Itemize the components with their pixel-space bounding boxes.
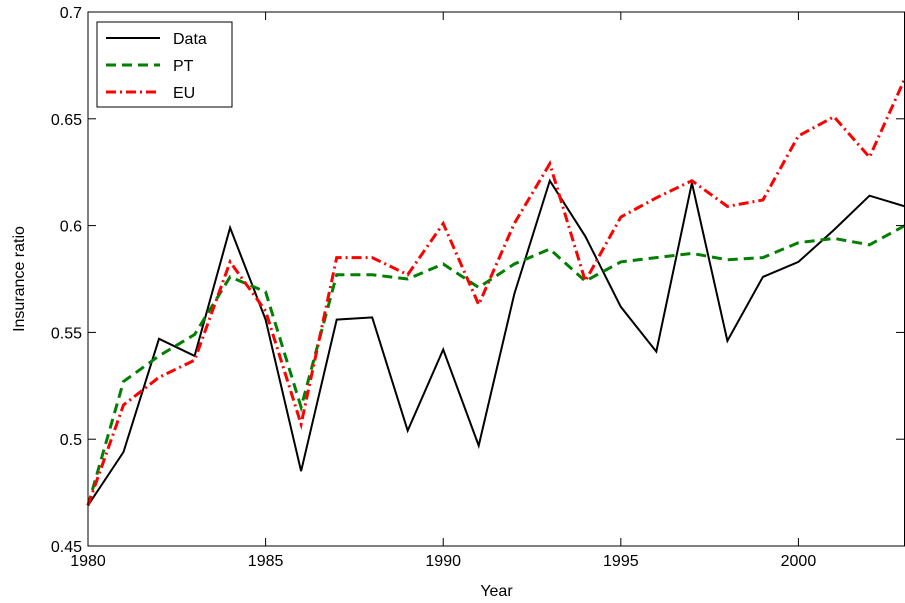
series-line-pt (86, 224, 905, 506)
y-tick-label: 0.45 (51, 539, 82, 556)
series-line-eu (86, 77, 905, 506)
legend-label-data: Data (173, 31, 207, 48)
legend-label-pt: PT (173, 58, 194, 75)
plot-lines (86, 77, 905, 506)
x-tick-label: 1990 (425, 553, 461, 570)
y-tick-label: 0.5 (60, 432, 82, 449)
y-tick-label: 0.6 (60, 219, 82, 236)
y-axis-label: Insurance ratio (11, 226, 28, 332)
x-axis-label: Year (480, 583, 513, 600)
y-tick-label: 0.7 (60, 5, 82, 22)
legend-label-eu: EU (173, 85, 195, 102)
x-tick-label: 2000 (781, 553, 817, 570)
x-tick-label: 1985 (248, 553, 284, 570)
series-line-data (87, 178, 905, 506)
legend-box (96, 21, 233, 108)
axis-ticks: 1980 1985 1990 1995 2000 0.45 0.5 0.55 0.6 0.65 0.… (51, 5, 904, 570)
x-tick-label: 1995 (603, 553, 639, 570)
y-tick-label: 0.55 (51, 325, 82, 342)
y-tick-label: 0.65 (51, 112, 82, 129)
legend: Data PT EU (96, 21, 233, 108)
x-tick-label: 1980 (70, 553, 106, 570)
